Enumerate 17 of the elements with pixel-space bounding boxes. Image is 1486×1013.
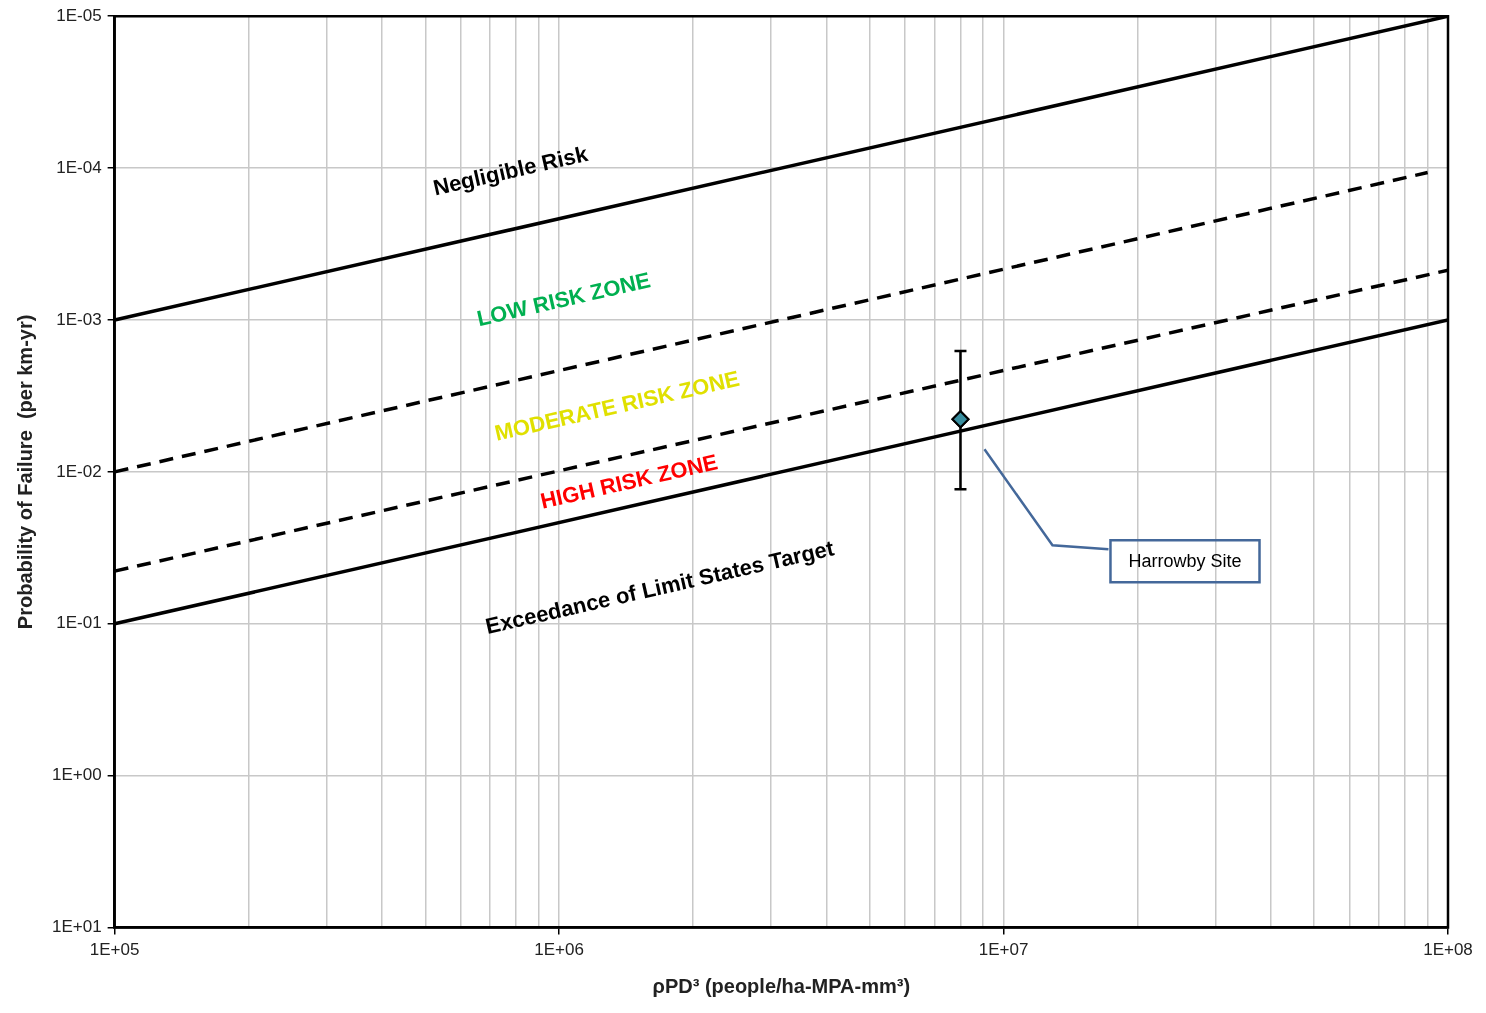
x-tick-label: 1E+07	[978, 940, 1029, 960]
y-tick-label: 1E-04	[56, 157, 102, 177]
x-tick-label: 1E+06	[534, 940, 584, 960]
x-tick-label: 1E+05	[89, 940, 140, 960]
y-tick-label: 1E+01	[51, 917, 102, 937]
y-axis-title: Probability of Failure (per km-yr)	[13, 314, 36, 630]
x-axis-title: ρPD³ (people/ha-MPA-mm³)	[652, 974, 911, 997]
y-tick-label: 1E-05	[56, 5, 102, 25]
annotation: LOW RISK ZONE	[474, 267, 653, 332]
y-tick-label: 1E-02	[56, 461, 102, 481]
y-tick-label: 1E-03	[56, 309, 102, 329]
annotation: Harrowby Site	[1128, 551, 1242, 572]
annotation: HIGH RISK ZONE	[538, 449, 720, 514]
x-tick-label: 1E+08	[1423, 940, 1473, 960]
annotation: Negligible Risk	[430, 140, 591, 201]
y-tick-label: 1E+00	[51, 765, 102, 785]
y-tick-label: 1E-01	[56, 613, 102, 633]
